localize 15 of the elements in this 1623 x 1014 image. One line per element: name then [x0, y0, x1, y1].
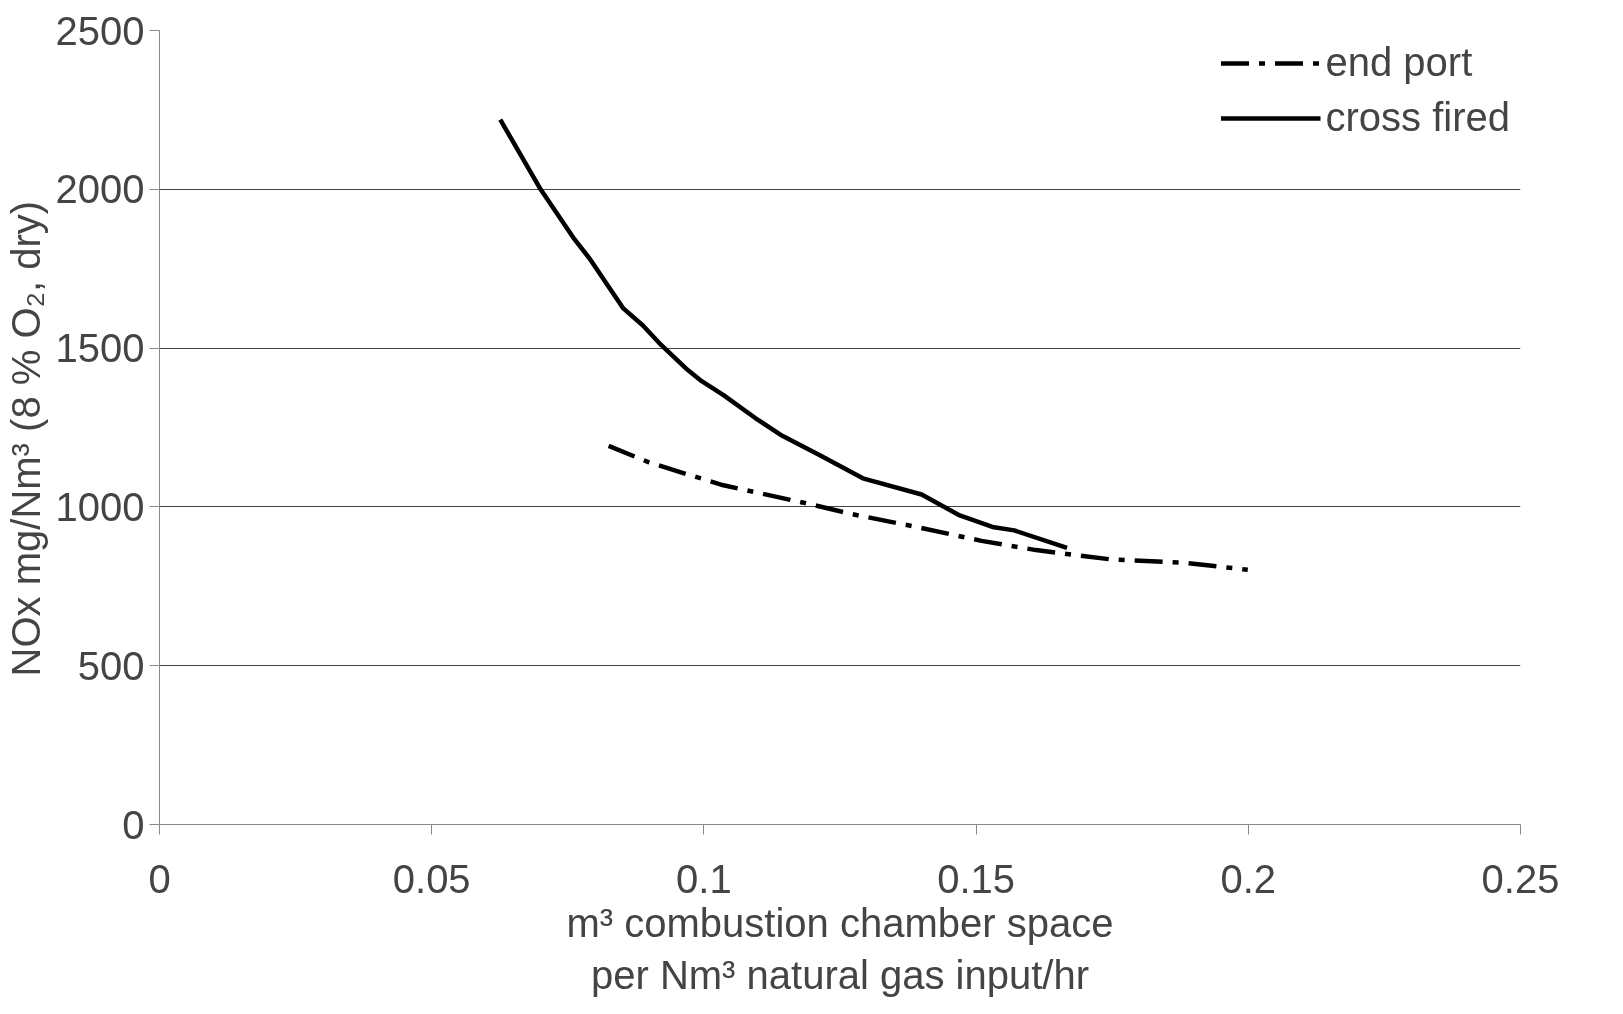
x-tick-label: 0.05 — [392, 856, 471, 901]
y-tick-label: 0 — [122, 802, 145, 847]
y-tick-label: 2500 — [55, 8, 145, 53]
y-axis-title: NOx mg/Nm³ (8 % O₂, dry) — [3, 200, 48, 677]
x-tick-label: 0.1 — [676, 856, 732, 901]
x-tick-label: 0.15 — [937, 856, 1016, 901]
y-tick-label: 1000 — [55, 484, 145, 529]
legend-label: cross fired — [1325, 95, 1510, 140]
y-tick-label: 2000 — [55, 167, 145, 212]
y-tick-label: 500 — [77, 643, 145, 688]
legend-label: end port — [1325, 40, 1473, 85]
x-axis-title: m³ combustion chamber space per Nm³ natural gas input/hr — [566, 900, 1114, 998]
y-tick-label: 1500 — [55, 326, 145, 371]
x-tick-label: 0.2 — [1220, 856, 1277, 901]
x-tick-label: 0.25 — [1481, 856, 1560, 901]
